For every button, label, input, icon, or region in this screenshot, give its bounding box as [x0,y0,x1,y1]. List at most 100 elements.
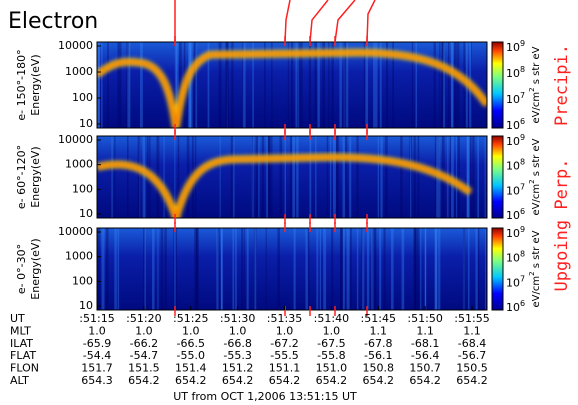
streak [271,42,273,128]
panel-frame [96,227,488,311]
streak [174,42,178,128]
streak [343,42,345,128]
tick-base: 10 [506,276,520,289]
streak [264,42,266,128]
row-value: -56.4 [411,349,439,362]
streak [413,136,416,218]
streak [111,136,113,218]
streak [322,42,326,128]
streak [127,136,129,218]
streak [188,42,192,128]
streak [177,136,180,218]
row-value: 654.3 [81,374,113,387]
unit-sup: 2 [528,271,536,275]
tick-base: 10 [506,41,520,54]
streak [380,136,383,218]
unit-sup: 2 [528,87,536,91]
colorbar-tick-label: 108 [506,249,525,265]
streak [269,136,273,218]
tick-base: 10 [506,67,520,80]
row-value: :51:55 [454,312,489,325]
streak [296,136,299,218]
streak [433,42,436,128]
colorbar [491,41,504,129]
row-label: MLT [10,324,31,337]
colorbar-unit: eV/cm2 s str eV [528,230,542,307]
row-label: ILAT [10,337,33,350]
panel-label: e- 0°-30° [15,244,28,294]
colorbar-tick-label: 106 [506,207,525,223]
streak [142,136,145,218]
y-tick-label: 100 [72,182,93,195]
streak [454,42,457,128]
row-value: 654.2 [409,374,441,387]
streak [231,42,234,128]
row-label: FLON [10,362,39,375]
row-value: -55.8 [317,349,345,362]
streak [330,136,332,218]
row-value: 151.7 [81,362,113,375]
row-value: 1.0 [276,324,294,337]
colorbar-tick-label: 108 [506,157,525,173]
streak [349,136,352,218]
row-value: 1.0 [182,324,200,337]
streak [117,42,120,128]
panel-label: e- 150°-180° [15,49,28,120]
tick-base: 10 [506,135,520,148]
streak [207,42,210,128]
streak [194,42,198,128]
tick-exp: 8 [520,65,525,74]
streak [226,42,229,128]
streak [345,42,349,128]
row-value: -67.8 [364,337,392,350]
streak [226,42,228,128]
streak [326,136,329,218]
row-value: :51:40 [314,312,349,325]
y-tick-label: 10 [79,117,93,130]
streak [451,42,454,128]
row-value: 1.0 [323,324,341,337]
streak [309,136,312,218]
streak [266,136,269,218]
row-value: :51:50 [407,312,442,325]
streak [441,42,445,128]
streak [328,42,330,128]
streak [107,42,109,128]
energy-band-core [97,51,487,128]
streak [336,136,340,218]
streak [189,42,193,128]
tick-base: 10 [506,119,520,132]
streak [127,42,130,128]
colorbar-unit: eV/cm2 s str eV [528,46,542,123]
tick-base: 10 [506,184,520,197]
streak [284,136,287,218]
energy-band-core [97,156,471,218]
row-value: -65.9 [83,337,111,350]
streak [331,42,334,128]
y-tick-label: 100 [72,274,93,287]
streak [126,42,129,128]
title: Electron [8,9,98,34]
row-value: 150.7 [409,362,441,375]
colorbar-tick-label: 107 [506,274,525,290]
y-tick-label: 100 [72,91,93,104]
spectrogram-bg [97,136,487,218]
row-value: 151.1 [269,362,301,375]
streak [411,42,414,128]
tick-exp: 9 [520,39,525,48]
row-value: :51:15 [79,312,114,325]
streak [363,42,366,128]
streak [410,136,413,218]
row-value: -54.7 [130,349,158,362]
row-value: 151.4 [175,362,207,375]
streak [139,136,141,218]
row-value: 654.2 [316,374,348,387]
streak [140,42,143,128]
tick-exp: 6 [520,117,525,126]
panel-frame [96,135,488,219]
streak [332,136,336,218]
streak [466,136,469,218]
row-value: 1.1 [370,324,388,337]
streak [417,136,420,218]
row-value: :51:20 [126,312,161,325]
